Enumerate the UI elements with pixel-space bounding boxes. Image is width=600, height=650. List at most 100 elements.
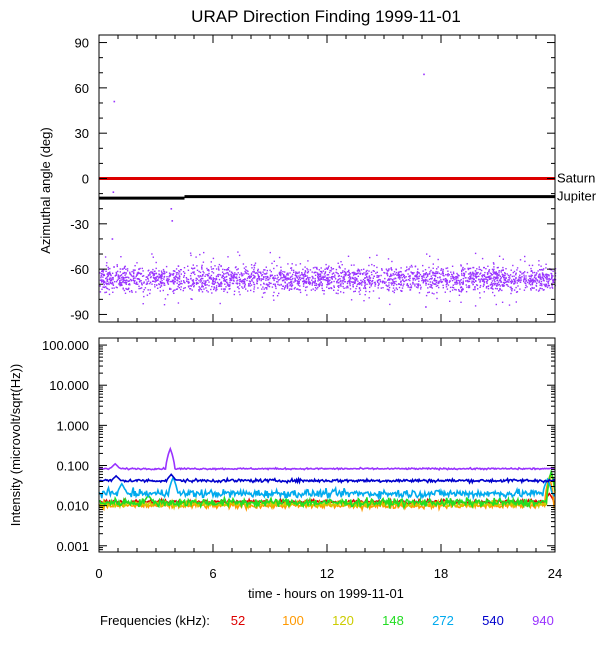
scatter-point [468, 285, 471, 287]
y-tick-label: -90 [70, 307, 89, 322]
scatter-point [356, 279, 358, 281]
scatter-point [376, 266, 378, 269]
scatter-point [102, 273, 104, 276]
scatter-point [153, 274, 155, 276]
scatter-point [102, 269, 105, 271]
scatter-point [358, 282, 361, 284]
scatter-point [192, 280, 194, 283]
scatter-point [157, 279, 159, 281]
scatter-point [437, 258, 439, 261]
scatter-point [376, 254, 378, 256]
scatter-point [331, 275, 334, 278]
scatter-point [115, 274, 118, 276]
legend-item-148khz: 148 [382, 613, 404, 628]
scatter-point [541, 288, 543, 290]
scatter-point [343, 278, 346, 281]
scatter-point [152, 280, 154, 282]
scatter-point [242, 281, 244, 283]
scatter-point [324, 279, 326, 281]
scatter-point [207, 279, 209, 281]
scatter-point [383, 271, 385, 274]
scatter-point [111, 277, 113, 279]
scatter-point [256, 280, 259, 282]
scatter-point [431, 281, 434, 283]
scatter-point [351, 272, 353, 274]
scatter-point [297, 284, 300, 286]
scatter-point [215, 268, 218, 270]
scatter-point [484, 271, 486, 274]
scatter-point [410, 264, 413, 267]
scatter-point [309, 269, 312, 271]
scatter-point [391, 278, 393, 281]
scatter-point [99, 272, 101, 274]
scatter-point [436, 268, 438, 270]
scatter-point [257, 268, 259, 271]
scatter-point [250, 284, 253, 286]
scatter-point [435, 270, 437, 273]
scatter-point [338, 266, 340, 268]
scatter-point [519, 281, 522, 283]
scatter-point [125, 268, 127, 270]
scatter-point [510, 269, 512, 271]
scatter-point [372, 270, 374, 272]
scatter-point [139, 287, 142, 290]
scatter-point [187, 278, 190, 281]
scatter-point [337, 262, 339, 264]
scatter-point [173, 292, 175, 294]
scatter-point [314, 284, 316, 286]
scatter-point [493, 266, 495, 268]
scatter-point [107, 268, 110, 270]
scatter-point [136, 273, 138, 275]
scatter-point [201, 267, 203, 269]
scatter-point [434, 280, 436, 282]
scatter-point [106, 277, 108, 279]
scatter-point [289, 285, 291, 287]
scatter-point [446, 288, 449, 290]
scatter-point [253, 277, 256, 279]
scatter-point [551, 284, 553, 287]
scatter-point [289, 284, 291, 286]
scatter-point [475, 284, 478, 286]
scatter-point [393, 284, 395, 287]
scatter-point [434, 272, 437, 274]
scatter-point [353, 282, 356, 284]
scatter-point [296, 272, 298, 275]
scatter-point [534, 277, 537, 279]
scatter-point [321, 283, 323, 285]
scatter-point [213, 283, 215, 285]
scatter-point [211, 268, 213, 270]
scatter-point [499, 270, 501, 272]
scatter-point [212, 283, 214, 285]
scatter-point [239, 284, 241, 286]
scatter-point [409, 277, 411, 279]
scatter-point [331, 277, 333, 279]
scatter-point [146, 276, 148, 278]
scatter-point [354, 276, 356, 279]
scatter-point [354, 280, 356, 282]
scatter-point [305, 278, 307, 281]
scatter-point [369, 279, 371, 282]
scatter-point [318, 275, 321, 277]
scatter-point [384, 277, 386, 280]
scatter-point [379, 279, 381, 281]
scatter-point [357, 268, 359, 270]
scatter-point [198, 270, 200, 273]
scatter-point [348, 277, 350, 279]
scatter-point [183, 267, 186, 269]
scatter-point [235, 282, 237, 284]
scatter-point [214, 265, 216, 267]
scatter-point [515, 274, 517, 276]
scatter-point [412, 281, 414, 284]
scatter-point [507, 274, 510, 277]
scatter-point [465, 280, 467, 282]
scatter-point [244, 282, 246, 284]
scatter-point [132, 277, 135, 280]
scatter-point [187, 269, 190, 271]
scatter-point [186, 280, 188, 282]
scatter-point [140, 272, 142, 275]
scatter-point [226, 281, 228, 283]
scatter-point [294, 274, 296, 276]
scatter-point [104, 291, 106, 294]
scatter-point [136, 262, 138, 264]
scatter-point [294, 277, 296, 280]
